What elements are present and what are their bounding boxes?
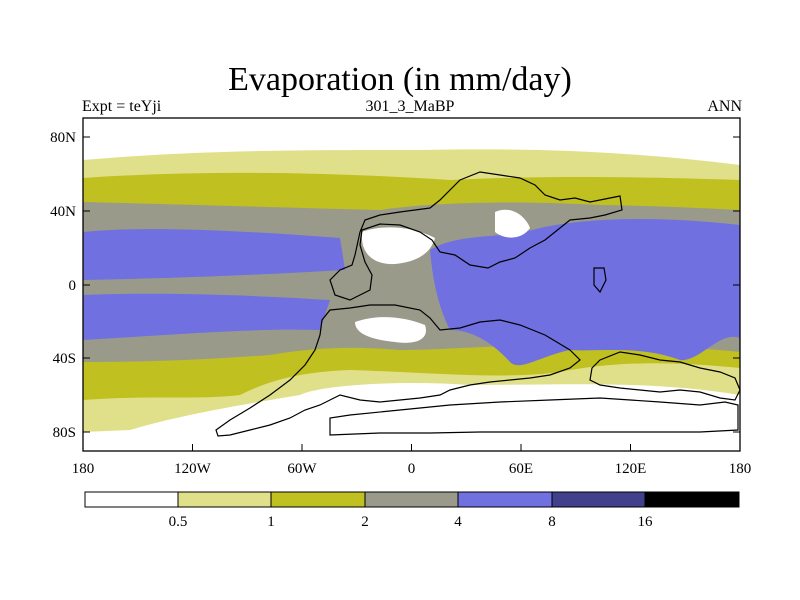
colorbar-box-3: [364, 491, 459, 508]
colorbar-labels: 0.5 1 2 4 8 16: [169, 514, 653, 530]
tick-marks: [82, 136, 741, 451]
field-white-north-continent: [361, 227, 435, 265]
y-axis-labels: 80N 40N 0 40S 80S: [50, 130, 76, 441]
y-tick-0: 0: [69, 278, 77, 294]
field-blue-south-pacific: [83, 293, 330, 340]
field-white-africa: [355, 317, 426, 343]
colorbar-box-4: [457, 491, 553, 508]
colorbar-label-4: 8: [548, 514, 556, 530]
x-tick-0: 0: [408, 461, 416, 477]
y-tick-40n: 40N: [50, 204, 76, 220]
x-axis-labels: 180 120W 60W 0 60E 120E 180: [72, 461, 752, 477]
colorbar-box-2: [270, 491, 366, 508]
season-label: ANN: [707, 98, 742, 115]
x-tick-60w: 60W: [287, 461, 317, 477]
x-tick-120e: 120E: [615, 461, 647, 477]
field-blue-north-pacific: [83, 229, 345, 280]
time-label: 301_3_MaBP: [365, 98, 455, 115]
coastline-northern-continent: [329, 171, 623, 301]
y-tick-80s: 80S: [53, 425, 76, 441]
colorbar-label-1: 1: [267, 514, 275, 530]
experiment-label: Expt = teYji: [82, 98, 162, 115]
y-tick-40s: 40S: [53, 351, 76, 367]
x-tick-120w: 120W: [174, 461, 212, 477]
coastlines: [215, 171, 741, 437]
x-tick-180e: 180: [729, 461, 752, 477]
colorbar-box-6: [644, 491, 740, 508]
coastline-polar-landmass: [329, 397, 739, 436]
colorbar-box-1: [177, 491, 272, 508]
field-white-eurasia: [495, 209, 530, 238]
colorbar-box-0: [84, 491, 179, 508]
colorbar: [84, 491, 740, 508]
colorbar-box-5: [551, 491, 646, 508]
colorbar-label-0: 0.5: [169, 514, 188, 530]
x-tick-180w: 180: [72, 461, 95, 477]
field-blue-indo-pacific: [430, 219, 740, 366]
plot-title: Evaporation (in mm/day): [228, 61, 572, 98]
coastline-island: [593, 267, 607, 294]
map-field: [83, 118, 740, 451]
x-tick-60e: 60E: [509, 461, 533, 477]
colorbar-label-5: 16: [638, 514, 654, 530]
coastline-southern-continent: [215, 304, 581, 437]
y-tick-80n: 80N: [50, 130, 76, 146]
field-white-polar: [83, 392, 740, 451]
coastline-southern-landmass: [589, 351, 741, 401]
colorbar-label-2: 2: [361, 514, 369, 530]
colorbar-label-3: 4: [454, 514, 462, 530]
